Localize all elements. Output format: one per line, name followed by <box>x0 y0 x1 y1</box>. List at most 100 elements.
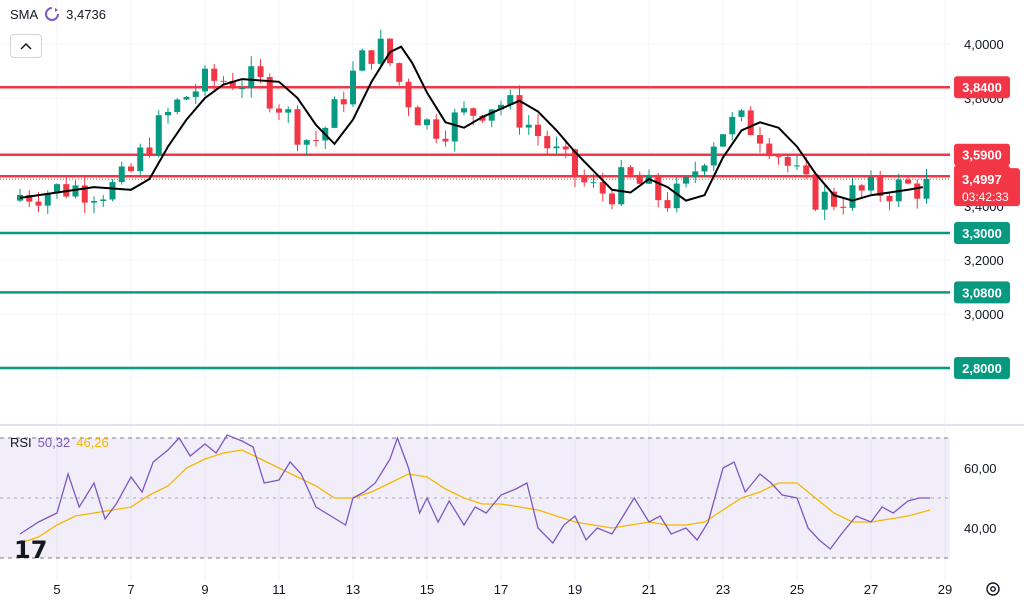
level-tag-label: 3,5900 <box>962 148 1002 163</box>
x-tick-label: 21 <box>642 582 656 597</box>
candle-body <box>442 138 449 142</box>
level-tag: 3,8400 <box>954 76 1010 99</box>
rsi-y-tick-label: 40,00 <box>964 521 997 536</box>
level-tag-bg <box>954 76 1010 99</box>
candle-body <box>377 38 384 64</box>
candle-body <box>498 104 504 110</box>
candle-body <box>229 80 236 89</box>
candle-body <box>831 191 837 207</box>
candle-body <box>914 183 921 199</box>
candle-body <box>581 176 588 183</box>
candle-body <box>738 110 745 117</box>
candle-body <box>54 184 60 194</box>
level-tag-label: 2,8000 <box>962 361 1002 376</box>
candle-body <box>479 115 486 121</box>
candle-body <box>664 200 671 209</box>
candle-body <box>100 199 107 202</box>
x-tick-label: 17 <box>494 582 508 597</box>
candle-body <box>128 166 134 171</box>
level-tag: 3,0800 <box>954 281 1010 304</box>
candle-body <box>81 185 88 203</box>
candle-body <box>387 38 393 64</box>
candle-body <box>535 124 541 137</box>
candle-body <box>525 124 532 128</box>
sma-legend: SMA 3,4736 <box>10 6 106 22</box>
candle-body <box>340 99 347 105</box>
level-tag-bg <box>954 357 1010 379</box>
candle-body <box>118 166 125 183</box>
x-tick-label: 27 <box>864 582 878 597</box>
candle-body <box>303 140 310 145</box>
candle-body <box>44 193 51 206</box>
candle-body <box>109 182 116 200</box>
chevron-up-icon <box>20 42 32 50</box>
y-tick-label: 3,2000 <box>964 253 1004 268</box>
x-tick-label: 13 <box>346 582 360 597</box>
candle-body <box>146 147 153 155</box>
candle-body <box>609 193 615 205</box>
candle-body <box>433 119 440 139</box>
sma-value: 3,4736 <box>66 6 106 22</box>
refresh-icon[interactable] <box>44 6 60 22</box>
candle-body <box>165 111 171 116</box>
candle-body <box>544 136 551 149</box>
candle-body <box>72 185 79 197</box>
candle-body <box>849 185 856 208</box>
candle-body <box>266 77 273 109</box>
candle-body <box>183 96 190 100</box>
candle-body <box>784 157 791 166</box>
candle-body <box>673 183 680 209</box>
candle-body <box>803 165 810 175</box>
rsi-ma-value: 46,26 <box>76 435 109 450</box>
price-tag-value: 3,4997 <box>962 172 1002 187</box>
candle-body <box>294 109 301 145</box>
candle-body <box>248 66 255 89</box>
candle-body <box>488 109 495 121</box>
price-tag-countdown: 03:42:33 <box>962 190 1009 204</box>
candle-body <box>35 201 42 206</box>
candle-body <box>211 68 218 81</box>
candle-body <box>350 70 356 105</box>
candle-body <box>877 177 884 196</box>
rsi-label: RSI <box>10 435 32 450</box>
candle-body <box>636 174 643 184</box>
y-tick-label: 4,0000 <box>964 37 1004 52</box>
candle-body <box>710 146 717 166</box>
candle-body <box>868 177 874 191</box>
candle-body <box>886 195 893 202</box>
x-tick-label: 11 <box>272 582 286 597</box>
price-tag-bg <box>954 168 1020 207</box>
candle-body <box>424 119 430 126</box>
price-tag: 3,4997 03:42:33 <box>954 168 1020 207</box>
y-tick-label: 3,0000 <box>964 307 1004 322</box>
sma-label: SMA <box>10 6 39 22</box>
collapse-legend-button[interactable] <box>10 34 42 58</box>
candle-body <box>155 115 162 155</box>
candle-body <box>766 143 773 157</box>
candle-body <box>285 109 292 113</box>
candle-body <box>202 68 208 92</box>
sma-line <box>19 45 923 202</box>
x-tick-label: 5 <box>53 582 60 597</box>
rsi-y-tick-label: 60,00 <box>964 461 997 476</box>
candle-body <box>775 156 782 158</box>
candle-body <box>794 165 800 167</box>
level-tag-label: 3,8400 <box>962 80 1002 95</box>
candle-body <box>905 179 911 184</box>
candle-body <box>821 191 828 210</box>
rsi-ma-line <box>19 449 931 544</box>
gear-icon[interactable] <box>984 580 1002 598</box>
candle-body <box>91 201 97 203</box>
candle-body <box>553 146 560 149</box>
candle-body <box>313 140 319 142</box>
candle-body <box>405 81 412 108</box>
x-tick-label: 7 <box>127 582 134 597</box>
candle-body <box>923 178 930 199</box>
candle-body <box>368 50 375 64</box>
candle-body <box>692 171 699 177</box>
candle-body <box>239 88 245 90</box>
x-tick-label: 25 <box>790 582 804 597</box>
candle-body <box>757 135 763 144</box>
rsi-value: 50,32 <box>37 435 71 450</box>
